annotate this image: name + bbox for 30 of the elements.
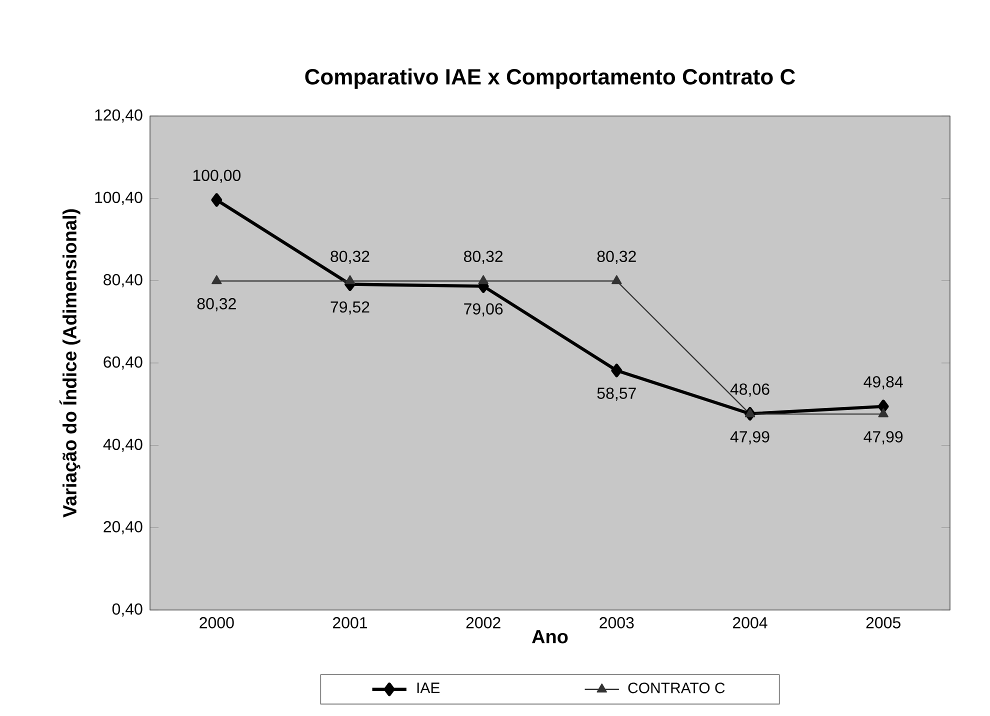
x-tick-label: 2005 <box>866 617 900 628</box>
data-label: 80,32 <box>464 250 503 264</box>
x-tick-label: 2001 <box>333 617 368 628</box>
data-label: 47,99 <box>730 431 770 444</box>
y-tick-label: 40,40 <box>103 438 142 452</box>
data-label: 80,32 <box>330 250 370 264</box>
data-label: 47,99 <box>864 431 903 444</box>
data-label: 48,06 <box>730 384 770 397</box>
y-tick-label: 100,40 <box>95 192 142 205</box>
data-label: 79,52 <box>330 301 370 315</box>
data-label: 79,06 <box>464 303 503 316</box>
data-label: 80,32 <box>597 250 636 264</box>
y-tick-label: 60,40 <box>104 356 142 370</box>
legend-label: CONTRATO C <box>628 682 725 694</box>
y-tick-label: 20,40 <box>104 521 142 534</box>
data-label: 80,32 <box>197 298 236 312</box>
data-label: 100,00 <box>193 170 241 183</box>
x-tick-label: 2000 <box>200 617 234 628</box>
y-axis-title: Variação do Índice (Adimensional) <box>59 209 80 518</box>
x-tick-label: 2004 <box>733 617 768 628</box>
chart-title: Comparativo IAE x Comportamento Contrato C <box>305 68 796 89</box>
data-label: 49,84 <box>864 376 903 390</box>
data-label: 58,57 <box>597 388 636 401</box>
legend-label: IAE <box>417 682 440 694</box>
y-tick-label: 0,40 <box>112 603 142 617</box>
y-tick-label: 80,40 <box>104 274 142 288</box>
y-tick-label: 120,40 <box>95 109 142 123</box>
x-axis-title: Ano <box>532 630 568 644</box>
x-tick-label: 2003 <box>600 617 634 628</box>
x-tick-label: 2002 <box>466 617 500 628</box>
